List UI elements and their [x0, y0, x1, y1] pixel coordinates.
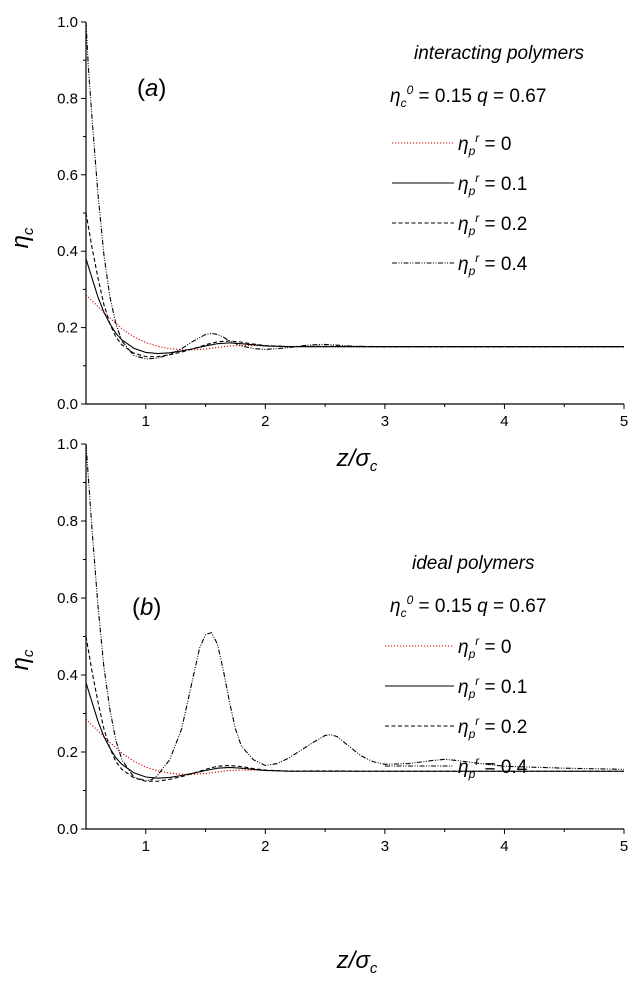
series-line-b-0	[86, 718, 624, 775]
x-tick-label-b: 4	[500, 838, 508, 855]
heading-b: ideal polymers	[412, 553, 535, 574]
x-tick-label-a: 4	[500, 413, 508, 430]
params-b: ηc0 = 0.15 q = 0.67	[390, 593, 546, 620]
legend-label-b-1: ηpr = 0.1	[458, 674, 527, 701]
panel-label-a: (a)	[137, 75, 166, 102]
y-tick-label-a: 1.0	[57, 14, 78, 31]
legend-b: ηpr = 0 ηpr = 0.1 ηpr = 0.2 ηpr = 0.4	[385, 634, 528, 781]
x-tick-label-b: 5	[620, 838, 628, 855]
x-tick-label-b: 1	[142, 838, 150, 855]
series-line-b-1	[86, 682, 624, 779]
y-tick-label-b: 1.0	[57, 436, 78, 453]
heading-a: interacting polymers	[414, 43, 585, 64]
series-line-b-3	[86, 444, 624, 782]
y-tick-label-a: 0.2	[57, 320, 78, 337]
y-tick-label-a: 0.6	[57, 167, 78, 184]
xlabel-a: z/σc	[336, 445, 378, 475]
legend-label-a-1: ηpr = 0.1	[458, 171, 527, 198]
legend-label-b-2: ηpr = 0.2	[458, 714, 527, 741]
y-tick-label-b: 0.6	[57, 590, 78, 607]
legend-label-b-0: ηpr = 0	[458, 634, 511, 661]
xlabel-b: z/σc	[336, 947, 378, 977]
legend-label-a-3: ηpr = 0.4	[458, 251, 528, 278]
x-tick-label-b: 2	[261, 838, 269, 855]
legend-label-b-3: ηpr = 0.4	[458, 754, 528, 781]
panel-a: ηc z/σc (a) interacting polymers ηc0 = 0…	[7, 14, 628, 475]
y-tick-label-a: 0.4	[57, 243, 78, 260]
series-line-a-3	[86, 22, 624, 360]
ylabel-b: ηc	[7, 649, 37, 670]
params-a: ηc0 = 0.15 q = 0.67	[390, 83, 546, 110]
series-line-a-1	[86, 258, 624, 355]
panel-b: ηc z/σc (b) ideal polymers ηc0 = 0.15 q …	[7, 436, 628, 977]
x-tick-label-a: 3	[381, 413, 389, 430]
panel-label-b: (b)	[132, 594, 161, 621]
y-tick-label-a: 0.8	[57, 90, 78, 107]
series-line-a-2	[86, 212, 624, 358]
x-tick-label-a: 2	[261, 413, 269, 430]
y-tick-label-b: 0.2	[57, 744, 78, 761]
legend-a: ηpr = 0 ηpr = 0.1 ηpr = 0.2 ηpr = 0.4	[392, 131, 528, 278]
legend-label-a-0: ηpr = 0	[458, 131, 511, 158]
series-line-a-0	[86, 294, 624, 351]
x-tick-label-a: 5	[620, 413, 628, 430]
series-line-b-2	[86, 636, 624, 782]
ylabel-a: ηc	[7, 227, 37, 248]
y-tick-label-b: 0.4	[57, 667, 78, 684]
x-tick-label-a: 1	[142, 413, 150, 430]
y-tick-label-b: 0.0	[57, 821, 78, 838]
y-tick-label-b: 0.8	[57, 513, 78, 530]
legend-label-a-2: ηpr = 0.2	[458, 211, 527, 238]
y-tick-label-a: 0.0	[57, 396, 78, 413]
x-tick-label-b: 3	[381, 838, 389, 855]
